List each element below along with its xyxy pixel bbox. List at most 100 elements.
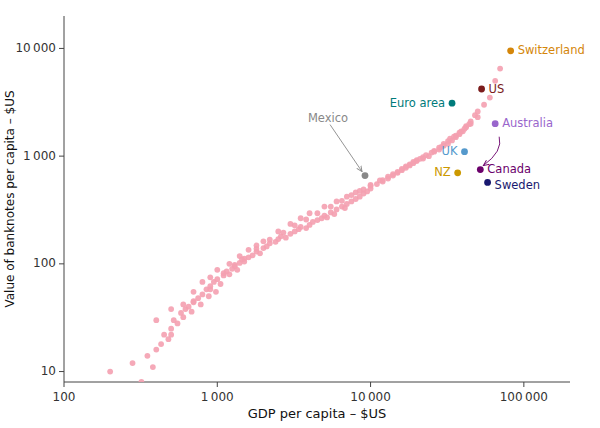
scatter-point — [368, 182, 374, 188]
scatter-point — [168, 326, 174, 332]
scatter-point — [213, 289, 219, 295]
scatter-point — [395, 169, 401, 175]
point-label: Mexico — [308, 111, 348, 125]
scatter-point — [475, 114, 481, 120]
highlight-point — [362, 172, 369, 179]
scatter-point — [475, 109, 481, 115]
scatter-point — [234, 267, 240, 273]
scatter-point — [221, 270, 227, 276]
scatter-point — [457, 130, 463, 136]
scatter-point — [349, 192, 355, 198]
scatter-point — [241, 256, 247, 262]
scatter-point — [315, 210, 321, 216]
scatter-point — [451, 134, 457, 140]
scatter-point — [168, 332, 174, 338]
scatter-point — [324, 214, 330, 220]
scatter-point — [497, 66, 503, 72]
scatter-point — [207, 286, 213, 292]
point-label: Switzerland — [518, 43, 585, 57]
y-tick — [59, 371, 64, 372]
scatter-point — [303, 217, 309, 223]
scatter-point — [322, 204, 328, 210]
scatter-point — [462, 126, 468, 132]
x-tick — [370, 382, 371, 387]
x-tick — [217, 382, 218, 387]
scatter-point — [189, 309, 195, 315]
scatter-point — [180, 302, 186, 308]
scatter-point — [307, 210, 313, 216]
scatter-point — [281, 230, 287, 236]
y-tick — [59, 263, 64, 264]
scatter-point — [267, 237, 273, 243]
scatter-point — [232, 262, 238, 268]
scatter-point — [292, 222, 298, 228]
scatter-point — [423, 152, 429, 158]
scatter-point — [150, 364, 156, 370]
scatter-point — [283, 235, 289, 241]
y-tick-label: 100 — [33, 256, 56, 270]
highlight-point — [461, 148, 468, 155]
labels: SwitzerlandUSEuro areaAustraliaCanadaUKN… — [308, 43, 585, 192]
scatter-point — [328, 204, 334, 210]
scatter-point — [385, 174, 391, 180]
scatter-point — [275, 229, 281, 235]
scatter-point — [227, 271, 233, 277]
scatter-point — [377, 178, 383, 184]
highlight-point — [449, 100, 456, 107]
scatter-point — [107, 369, 113, 375]
scatter-point — [130, 360, 136, 366]
scatter-point — [481, 102, 487, 108]
scatter-point — [298, 215, 304, 221]
scatter-point — [214, 267, 220, 273]
point-label: Sweden — [495, 178, 540, 192]
scatter-point — [466, 121, 472, 127]
y-tick — [59, 48, 64, 49]
point-label: Australia — [502, 116, 553, 130]
annotation-arrow — [483, 137, 500, 166]
highlight-point — [492, 120, 499, 127]
annotation-arrow — [330, 125, 362, 172]
point-label: NZ — [434, 165, 451, 179]
scatter-point — [198, 302, 204, 308]
scatter-point — [207, 274, 213, 280]
x-axis-label: GDP per capita – $US — [248, 406, 387, 421]
scatter-point — [445, 138, 451, 144]
y-axis-label: Value of banknotes per capita – $US — [3, 90, 17, 307]
scatter-point — [334, 198, 340, 204]
point-label: UK — [442, 144, 458, 158]
scatter-point — [257, 251, 263, 257]
scatter-point — [339, 198, 345, 204]
scatter-point — [191, 298, 197, 304]
point-label: Euro area — [390, 96, 445, 110]
scatter-point — [254, 246, 260, 252]
y-tick — [59, 156, 64, 157]
scatter-point — [200, 279, 206, 285]
scatter-point — [153, 317, 159, 323]
scatter-point — [261, 238, 267, 244]
marks — [107, 47, 514, 382]
scatter-point — [161, 332, 167, 338]
scatter-point — [186, 304, 192, 310]
y-tick-label: 1 000 — [23, 149, 56, 163]
scatter-point — [218, 281, 224, 287]
scatter-point — [334, 207, 340, 213]
x-tick-label: 100 — [53, 390, 76, 404]
chart: 1001 00010 000100 000101001 00010 000GDP… — [0, 0, 600, 428]
highlight-point — [477, 166, 484, 173]
scatter-point — [144, 353, 150, 359]
y-tick-label: 10 000 — [15, 41, 56, 55]
scatter-point — [417, 156, 423, 162]
x-tick — [64, 382, 65, 387]
scatter-point — [175, 320, 181, 326]
scatter-point — [368, 183, 374, 189]
highlight-point — [454, 169, 461, 176]
x-tick-label: 100 000 — [500, 390, 548, 404]
x-tick — [523, 382, 524, 387]
point-label: US — [489, 82, 505, 96]
scatter-point — [246, 247, 252, 253]
scatter-point — [139, 379, 145, 382]
scatter-point — [158, 341, 164, 347]
scatter-point — [357, 188, 363, 194]
x-tick-label: 1 000 — [201, 390, 234, 404]
scatter-point — [227, 261, 233, 267]
